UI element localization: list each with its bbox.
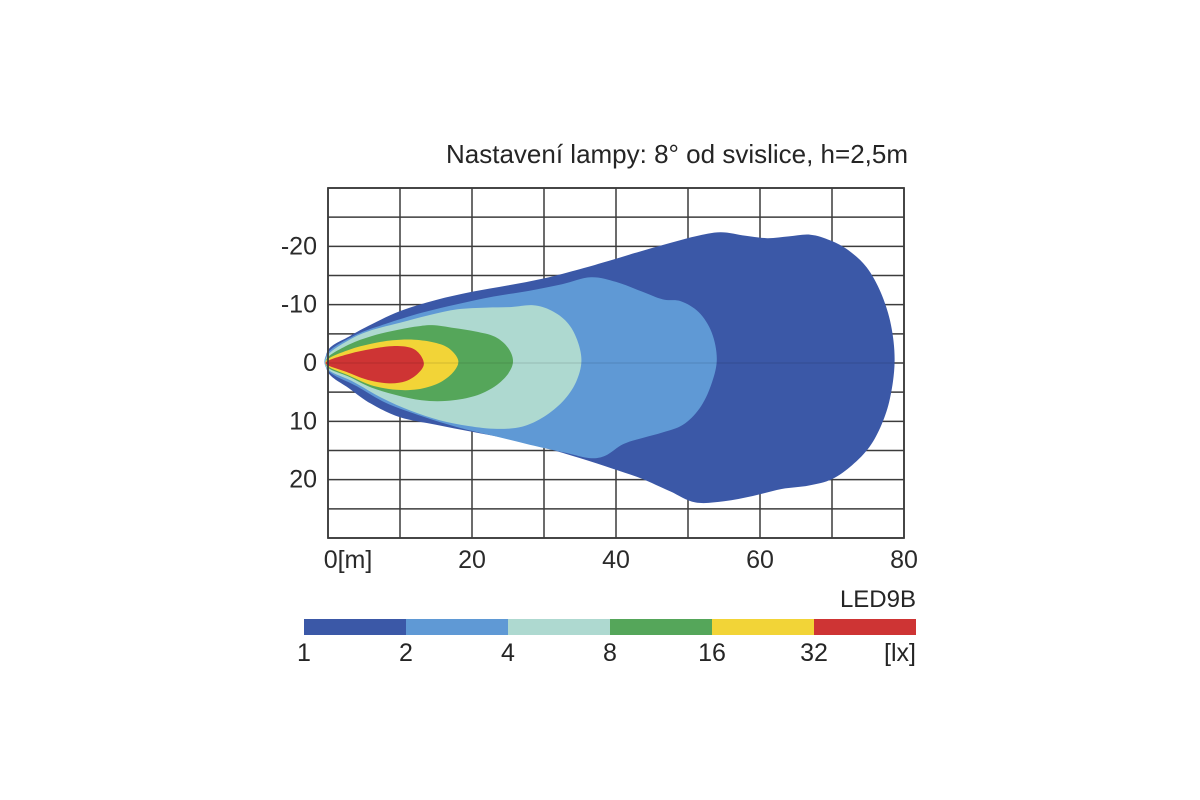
legend-segment-4lx xyxy=(508,619,610,635)
legend-segment-32lx xyxy=(814,619,916,635)
legend-series-label: LED9B xyxy=(839,586,916,613)
legend-segment-16lx xyxy=(712,619,814,635)
y-tick-label: -20 xyxy=(281,232,317,260)
x-tick-label: 80 xyxy=(890,546,918,574)
y-tick-label: 10 xyxy=(289,407,317,435)
y-tick-label: -10 xyxy=(281,291,317,319)
legend-value-label: 16 xyxy=(698,639,726,667)
y-tick-label: 20 xyxy=(289,466,317,494)
x-tick-label: 60 xyxy=(746,546,774,574)
y-tick-label: 0 xyxy=(303,349,317,377)
plot-border xyxy=(327,187,905,539)
legend-value-label: 4 xyxy=(501,639,515,667)
legend-colorbar xyxy=(304,619,916,635)
x-tick-label: 0[m] xyxy=(324,546,373,574)
legend-value-label: 32 xyxy=(800,639,828,667)
chart-title: Nastavení lampy: 8° od svislice, h=2,5m xyxy=(446,139,908,169)
legend-segment-2lx xyxy=(406,619,508,635)
legend-segment-1lx xyxy=(304,619,406,635)
contour-region-32lx xyxy=(325,346,424,384)
legend-value-label: 1 xyxy=(297,639,311,667)
x-tick-label: 40 xyxy=(602,546,630,574)
legend-value-label: 2 xyxy=(399,639,413,667)
legend-value-label: 8 xyxy=(603,639,617,667)
legend-boundary-labels: 1 2 4 8 16 32 [lx] xyxy=(297,639,916,669)
legend-segment-8lx xyxy=(610,619,712,635)
x-tick-label: 20 xyxy=(458,546,486,574)
legend-unit-label: [lx] xyxy=(884,639,916,667)
legend: LED9B 1 2 4 8 16 32 [lx] xyxy=(297,586,916,670)
